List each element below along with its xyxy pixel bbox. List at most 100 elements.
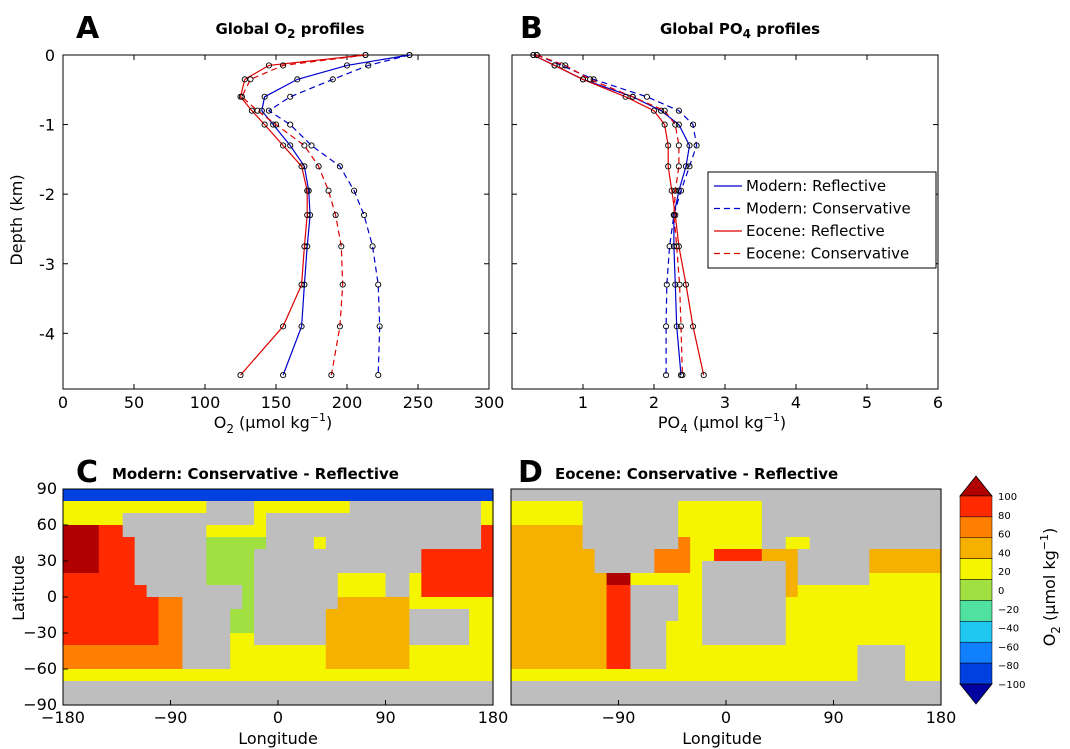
map-cell <box>797 585 811 598</box>
map-cell <box>893 669 906 682</box>
map-cell <box>266 513 279 526</box>
map-cell <box>63 513 76 526</box>
map-cell <box>642 501 655 514</box>
map-cell <box>893 597 906 610</box>
map-cell <box>702 609 715 622</box>
map-cell <box>702 549 715 562</box>
map-cell <box>146 561 160 574</box>
map-cell <box>773 513 787 526</box>
map-cell <box>242 633 255 646</box>
colorbar-swatch <box>959 641 993 664</box>
map-cell <box>206 621 219 634</box>
map-cell <box>122 573 136 586</box>
map-cell <box>230 693 243 706</box>
map-cell <box>361 693 375 706</box>
map-cell <box>146 537 160 550</box>
map-cell <box>481 693 494 706</box>
map-cell <box>373 549 387 562</box>
map-cell <box>445 681 458 694</box>
map-cell <box>522 597 536 610</box>
map-cell <box>749 633 763 646</box>
map-cell <box>158 573 172 586</box>
map-cell <box>134 693 148 706</box>
map-cell <box>737 669 751 682</box>
map-cell <box>522 621 536 634</box>
map-cell <box>385 513 399 526</box>
map-cell <box>421 657 434 670</box>
map-cell <box>86 537 100 550</box>
map-cell <box>86 657 100 670</box>
map-cell <box>642 573 655 586</box>
map-cell <box>654 693 667 706</box>
map-cell <box>278 513 291 526</box>
map-cell <box>349 549 363 562</box>
map-cell <box>122 645 136 658</box>
x-tick-label: 6 <box>933 393 943 412</box>
map-cell <box>737 525 751 538</box>
map-cell <box>158 597 172 610</box>
map-cell <box>122 525 136 538</box>
map-cell <box>618 597 632 610</box>
x-tick-label: −90 <box>154 708 188 727</box>
map-cell <box>289 633 303 646</box>
data-point <box>298 323 305 330</box>
map-cell <box>266 621 279 634</box>
map-cell <box>570 549 584 562</box>
data-point <box>248 107 255 114</box>
map-cell <box>373 633 387 646</box>
map-cell <box>313 633 327 646</box>
map-cell <box>86 573 100 586</box>
map-cell <box>522 537 536 550</box>
map-cell <box>421 561 434 574</box>
map-cell <box>122 621 136 634</box>
map-cell <box>98 669 112 682</box>
map-cell <box>654 597 667 610</box>
map-cell <box>737 561 751 574</box>
map-cell <box>761 621 775 634</box>
map-cell <box>881 513 894 526</box>
colorbar-tick-label: 0 <box>998 586 1004 597</box>
map-cell <box>110 597 124 610</box>
colorbar-swatch <box>959 516 993 539</box>
map-cell <box>481 537 494 550</box>
map-cell <box>409 657 422 670</box>
map-cell <box>301 513 315 526</box>
map-cell <box>893 489 906 502</box>
map-cell <box>74 561 88 574</box>
map-cell <box>445 561 458 574</box>
map-cell <box>469 561 482 574</box>
map-cell <box>445 489 458 502</box>
panel-c-letter: C <box>76 455 98 490</box>
map-cell <box>182 609 195 622</box>
map-cell <box>385 489 399 502</box>
map-cell <box>170 621 184 634</box>
map-cell <box>690 489 703 502</box>
map-cell <box>570 537 584 550</box>
map-cell <box>654 489 667 502</box>
map-cell <box>642 537 655 550</box>
map-cell <box>409 669 422 682</box>
map-cell <box>289 597 303 610</box>
map-cell <box>869 573 882 586</box>
map-cell <box>857 501 870 514</box>
map-cell <box>869 489 882 502</box>
map-cell <box>546 597 560 610</box>
map-cell <box>797 537 811 550</box>
map-cell <box>278 621 291 634</box>
map-cell <box>289 585 303 598</box>
map-cell <box>110 501 124 514</box>
map-cell <box>773 537 787 550</box>
map-cell <box>349 525 363 538</box>
map-cell <box>678 501 691 514</box>
map-cell <box>833 693 847 706</box>
map-cell <box>182 657 195 670</box>
map-cell <box>666 501 679 514</box>
map-cell <box>278 585 291 598</box>
map-cell <box>122 597 136 610</box>
map-cell <box>570 621 584 634</box>
colorbar-swatch <box>959 558 993 580</box>
data-point <box>693 142 700 149</box>
map-cell <box>361 561 375 574</box>
map-cell <box>737 489 751 502</box>
map-cell <box>337 633 351 646</box>
